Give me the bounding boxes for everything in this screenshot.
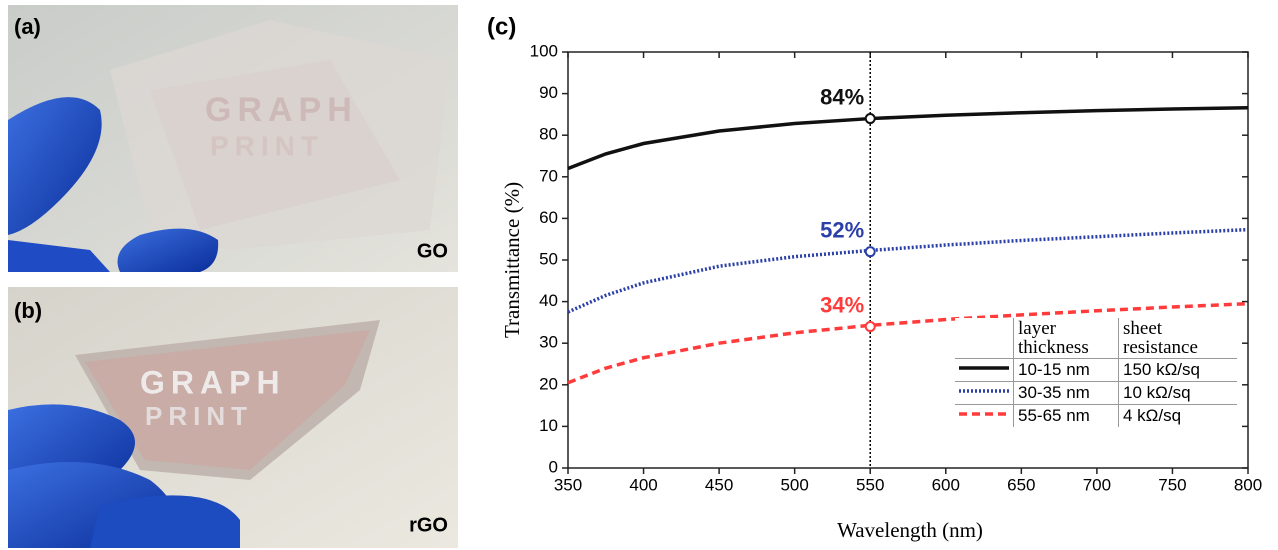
legend-header: layer thickness sheet resistance <box>955 318 1237 359</box>
y-tick-label: 0 <box>549 457 558 476</box>
legend-swatch <box>959 366 1009 370</box>
y-tick-label: 10 <box>539 416 558 435</box>
x-tick-label: 750 <box>1158 475 1186 494</box>
series-line <box>567 301 1249 385</box>
x-tick-label: 600 <box>932 475 960 494</box>
photo-caption: GO <box>417 240 448 262</box>
marker-label: 84% <box>820 84 864 109</box>
legend-swatch-cell <box>955 381 1014 405</box>
series-line <box>567 105 1249 171</box>
legend-swatch-cell <box>955 358 1014 382</box>
legend-resistance: 10 kΩ/sq <box>1118 381 1237 405</box>
legend-cell <box>955 318 1014 359</box>
x-tick-label: 450 <box>705 475 733 494</box>
legend-name: 30-35 nm <box>1013 381 1119 405</box>
series-line <box>567 227 1249 314</box>
legend-resistance: 4 kΩ/sq <box>1118 404 1237 427</box>
legend: layer thickness sheet resistance 10-15 nm 1… <box>955 318 1237 427</box>
marker <box>864 321 876 333</box>
logo-text: PRINT <box>210 130 324 161</box>
legend-swatch-cell <box>955 404 1014 427</box>
marker-label: 34% <box>820 292 864 317</box>
photo-b <box>8 287 458 548</box>
y-tick-label: 40 <box>539 291 558 310</box>
legend-name: 10-15 nm <box>1013 358 1119 382</box>
y-tick-label: 100 <box>530 41 558 60</box>
y-tick-label: 30 <box>539 333 558 352</box>
y-axis-title: Transmittance (%) <box>500 182 524 338</box>
x-tick-label: 400 <box>629 475 657 494</box>
panel-label: (b) <box>14 298 42 323</box>
x-axis-title: Wavelength (nm) <box>837 518 983 542</box>
legend-row: 30-35 nm 10 kΩ/sq <box>955 381 1237 405</box>
x-tick-label: 350 <box>554 475 582 494</box>
y-tick-label: 60 <box>539 208 558 227</box>
x-tick-label: 800 <box>1234 475 1262 494</box>
logo-text: GRAPH <box>140 364 286 400</box>
marker <box>864 113 876 125</box>
photo-a <box>8 5 458 272</box>
y-tick-label: 90 <box>539 83 558 102</box>
legend-header-cell: layer thickness <box>1013 318 1119 359</box>
panel-label: (c) <box>487 13 516 40</box>
logo-text: PRINT <box>145 401 253 431</box>
photo-caption: rGO <box>409 514 448 536</box>
x-tick-label: 650 <box>1007 475 1035 494</box>
x-tick-label: 550 <box>856 475 884 494</box>
y-tick-label: 50 <box>539 249 558 268</box>
y-tick-label: 20 <box>539 374 558 393</box>
legend-name: 55-65 nm <box>1013 404 1119 427</box>
marker <box>864 246 876 258</box>
legend-swatch <box>959 412 1009 416</box>
legend-header-cell: sheet resistance <box>1118 318 1237 359</box>
logo-text: GRAPH <box>205 91 358 129</box>
marker-label: 52% <box>820 217 864 242</box>
legend-row: 10-15 nm 150 kΩ/sq <box>955 358 1237 382</box>
panel-label: (a) <box>14 14 41 39</box>
x-tick-label: 500 <box>780 475 808 494</box>
y-tick-label: 80 <box>539 125 558 144</box>
legend-row: 55-65 nm 4 kΩ/sq <box>955 404 1237 427</box>
legend-resistance: 150 kΩ/sq <box>1118 358 1237 382</box>
y-tick-label: 70 <box>539 166 558 185</box>
legend-swatch <box>959 389 1009 393</box>
x-tick-label: 700 <box>1083 475 1111 494</box>
